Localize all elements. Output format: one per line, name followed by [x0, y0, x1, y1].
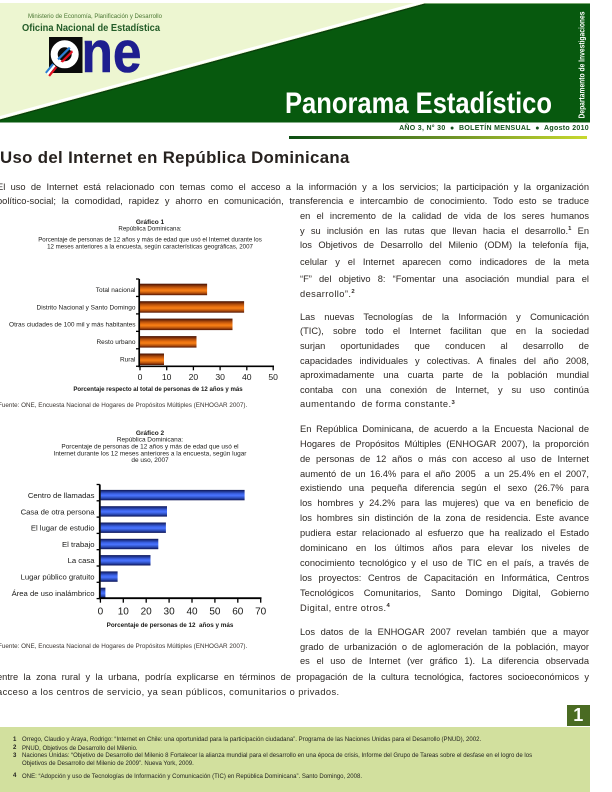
svg-text:República Dominicana:: República Dominicana: — [117, 436, 183, 443]
svg-text:20: 20 — [141, 606, 153, 617]
svg-text:Rural: Rural — [120, 357, 136, 364]
svg-text:Casa de otra persona: Casa de otra persona — [21, 507, 96, 516]
svg-text:Porcentaje respecto al total d: Porcentaje respecto al total de personas… — [73, 386, 243, 393]
svg-text:República Dominicana:: República Dominicana: — [118, 226, 181, 233]
svg-text:10: 10 — [162, 372, 172, 382]
svg-text:ne: ne — [82, 20, 142, 85]
svg-text:12 meses anteriores a la encue: 12 meses anteriores a la encuesta, según… — [47, 243, 253, 250]
svg-text:Departamento de Investigacione: Departamento de Investigaciones — [578, 11, 587, 118]
svg-text:La casa: La casa — [68, 556, 96, 565]
svg-text:50: 50 — [268, 372, 278, 382]
svg-text:40: 40 — [242, 372, 252, 382]
svg-text:El lugar de estudio: El lugar de estudio — [31, 524, 95, 533]
svg-text:Lugar público gratuito: Lugar público gratuito — [21, 573, 95, 582]
svg-text:Panorama Estadístico: Panorama Estadístico — [285, 87, 552, 120]
svg-text:de uso, 2007: de uso, 2007 — [131, 457, 169, 464]
svg-text:Otras ciudades de 100 mil y má: Otras ciudades de 100 mil y más habitant… — [9, 322, 136, 329]
svg-text:30: 30 — [164, 606, 176, 617]
svg-text:Distrito Nacional y Santo Domi: Distrito Nacional y Santo Domingo — [37, 304, 136, 311]
svg-text:10: 10 — [118, 606, 130, 617]
svg-text:Gráfico 1: Gráfico 1 — [136, 219, 165, 226]
svg-text:40: 40 — [186, 606, 198, 617]
svg-text:30: 30 — [215, 372, 225, 382]
svg-text:Área de uso inalámbrico: Área de uso inalámbrico — [12, 589, 95, 598]
svg-text:Porcentaje de personas de 12 a: Porcentaje de personas de 12 años y más … — [38, 237, 262, 244]
svg-text:Gráfico 2: Gráfico 2 — [136, 430, 165, 437]
svg-text:50: 50 — [209, 606, 221, 617]
svg-text:60: 60 — [232, 606, 244, 617]
svg-text:70: 70 — [255, 606, 267, 617]
svg-text:Porcentaje de personas de 12 a: Porcentaje de personas de 12 años y más … — [61, 444, 238, 451]
svg-text:Resto urbano: Resto urbano — [96, 339, 135, 346]
svg-text:Total nacional: Total nacional — [96, 287, 136, 294]
svg-text:El trabajo: El trabajo — [62, 540, 94, 549]
svg-text:Oficina Nacional de Estadístic: Oficina Nacional de Estadística — [22, 22, 160, 34]
svg-text:Internet durante los 12 meses: Internet durante los 12 meses anteriores… — [54, 451, 248, 458]
svg-text:Porcentaje de personas de 12: Porcentaje de personas de 12 años y más — [107, 622, 234, 629]
svg-text:0: 0 — [138, 372, 143, 382]
svg-text:20: 20 — [189, 372, 199, 382]
svg-text:Centro de llamadas: Centro de llamadas — [28, 491, 95, 500]
svg-text:Ministerio de Economía, Planif: Ministerio de Economía, Planificación y … — [28, 13, 163, 20]
svg-text:0: 0 — [98, 606, 104, 617]
